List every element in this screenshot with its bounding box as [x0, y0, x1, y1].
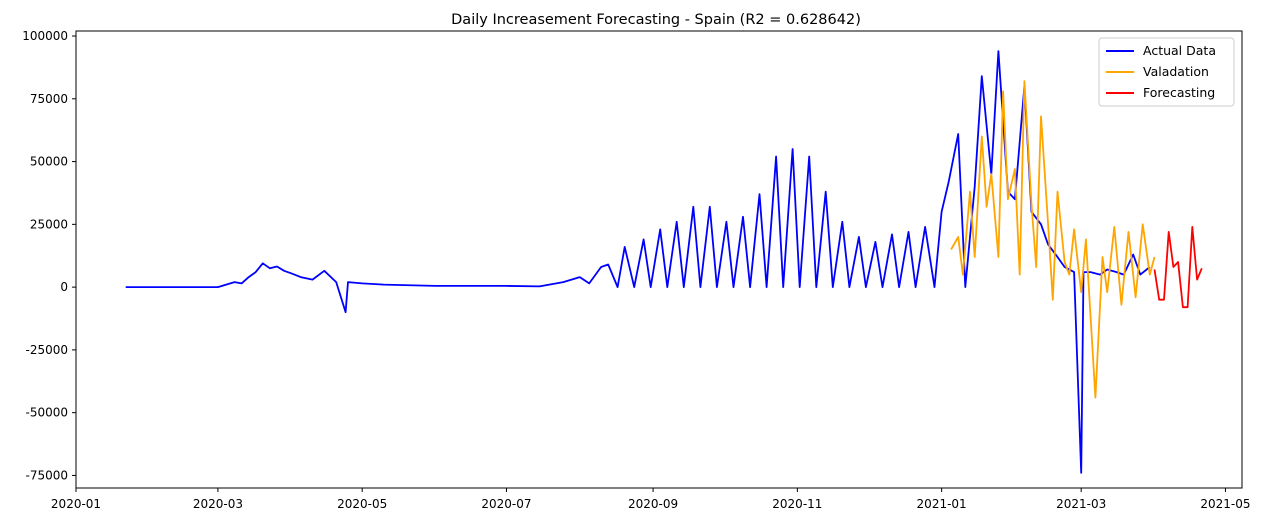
- legend-label-actual-data: Actual Data: [1143, 43, 1216, 58]
- x-tick-label: 2020-03: [193, 497, 243, 511]
- plot-area-frame: [75, 30, 1243, 489]
- y-tick-label: -75000: [25, 468, 68, 482]
- legend-box: [1098, 37, 1235, 107]
- x-tick-label: 2021-01: [917, 497, 967, 511]
- series-line-valadation: [950, 80, 1156, 399]
- x-tick-label: 2021-03: [1056, 497, 1106, 511]
- y-tick-label: 25000: [30, 217, 68, 231]
- series-layer: [125, 50, 1203, 474]
- y-axis: -75000 -50000 -25000 0 25000 50000 75000 100000: [22, 29, 76, 482]
- x-tick-label: 2020-07: [481, 497, 531, 511]
- legend-label-valadation: Valadation: [1143, 64, 1209, 79]
- series-line-forecasting: [1153, 225, 1203, 309]
- x-tick-label: 2020-05: [337, 497, 387, 511]
- x-tick-label: 2021-05: [1200, 497, 1250, 511]
- chart-title: Daily Increasement Forecasting - Spain (…: [451, 12, 861, 28]
- y-tick-label: -25000: [25, 343, 68, 357]
- x-tick-label: 2020-11: [772, 497, 822, 511]
- x-tick-label: 2020-01: [51, 497, 101, 511]
- x-axis: 2020-01 2020-03 2020-05 2020-07 2020-09 2020-…: [51, 488, 1251, 511]
- y-tick-label: 0: [60, 280, 68, 294]
- y-tick-label: 75000: [30, 92, 68, 106]
- legend: Actual Data Valadation Forecasting: [1098, 37, 1235, 107]
- y-tick-label: 50000: [30, 155, 68, 169]
- y-tick-label: 100000: [22, 29, 68, 43]
- x-tick-label: 2020-09: [628, 497, 678, 511]
- y-tick-label: -50000: [25, 406, 68, 420]
- legend-label-forecasting: Forecasting: [1143, 85, 1215, 100]
